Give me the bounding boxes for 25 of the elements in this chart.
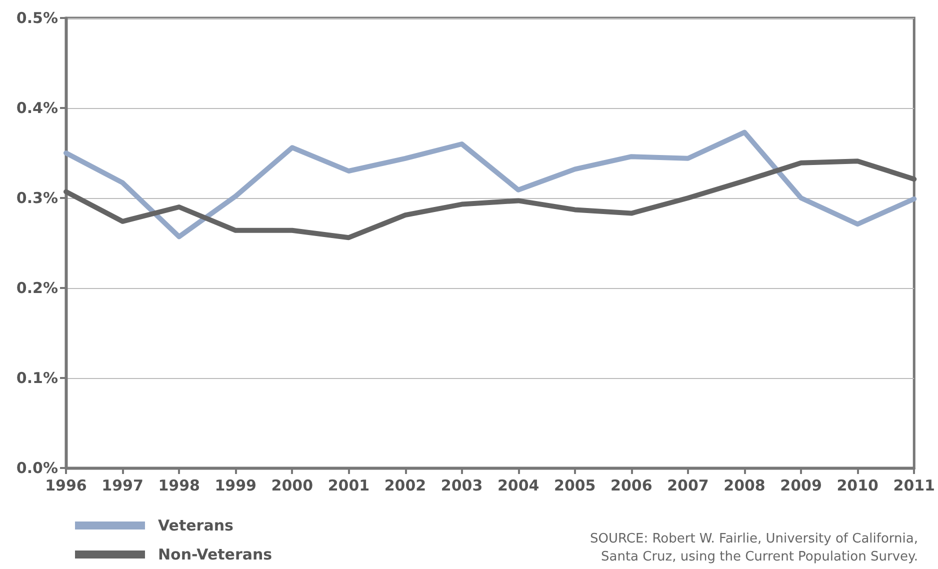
y-tick-label: 0.1%: [16, 369, 58, 387]
x-tick-label: 2002: [384, 476, 426, 494]
legend-label: Non-Veterans: [158, 546, 272, 564]
x-tick-label: 2000: [271, 476, 314, 494]
x-tick-label: 2009: [780, 476, 822, 494]
x-tick-label: 2004: [497, 476, 540, 494]
x-tick-label: 1997: [102, 476, 144, 494]
x-tick-label: 1999: [214, 476, 256, 494]
y-tick-label: 0.0%: [16, 459, 58, 477]
x-tick-label: 1998: [158, 476, 200, 494]
x-tick-label: 2007: [667, 476, 709, 494]
x-tick-label: 2006: [610, 476, 652, 494]
x-tick-label: 2010: [836, 476, 878, 494]
y-tick-label: 0.3%: [16, 189, 58, 207]
y-tick-label: 0.5%: [16, 9, 58, 27]
x-tick-label: 2008: [724, 476, 766, 494]
x-tick-label: 2001: [328, 476, 370, 494]
legend-label: Veterans: [158, 516, 234, 534]
x-tick-label: 1996: [45, 476, 87, 494]
x-tick-label: 2005: [554, 476, 596, 494]
source-note: SOURCE: Robert W. Fairlie, University of California, Santa Cruz, using the Current Population Survey.: [590, 532, 918, 564]
y-tick-label: 0.4%: [16, 99, 58, 117]
x-tick-label: 2003: [440, 476, 483, 494]
x-tick-label: 2011: [893, 476, 935, 494]
y-tick-label: 0.2%: [16, 279, 58, 297]
